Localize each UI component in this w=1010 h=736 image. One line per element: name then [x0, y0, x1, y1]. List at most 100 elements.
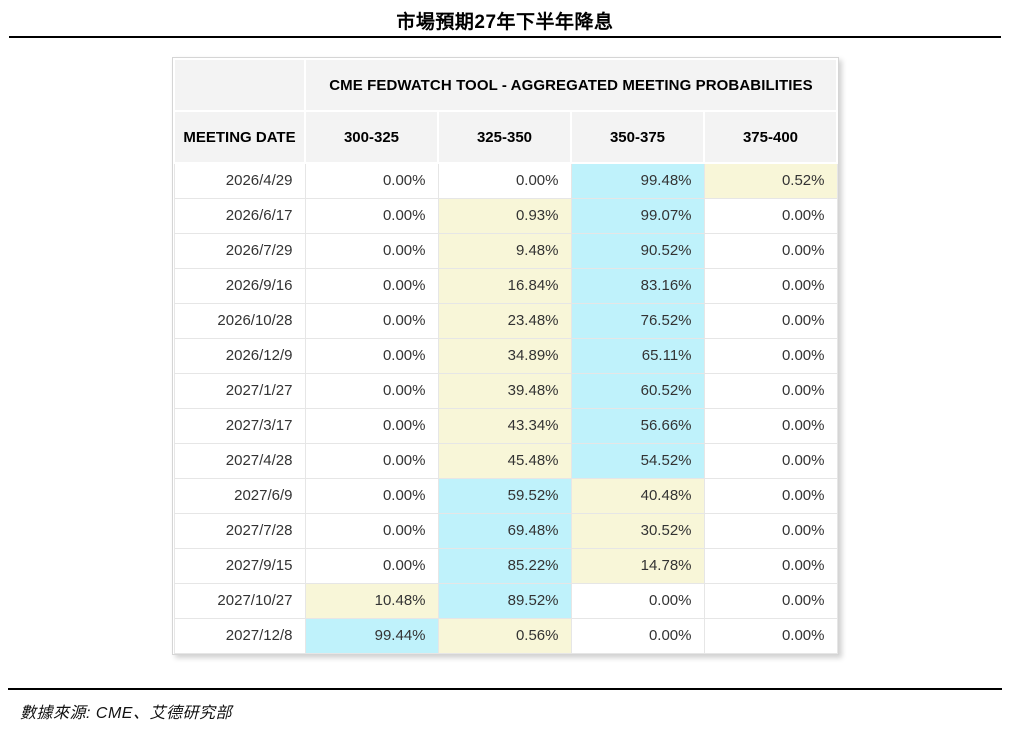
data-table: CME FEDWATCH TOOL - AGGREGATED MEETING P…: [173, 58, 838, 654]
meeting-date-cell: 2027/7/28: [173, 512, 306, 549]
column-header-350-375: 350-375: [570, 110, 705, 164]
table-row: 2027/1/27 0.00% 39.48% 60.52% 0.00%: [173, 372, 838, 409]
probability-cell: 34.89%: [437, 337, 572, 374]
probability-cell: 30.52%: [570, 512, 705, 549]
table-row: 2027/10/27 10.48% 89.52% 0.00% 0.00%: [173, 582, 838, 619]
table-row: 2027/12/8 99.44% 0.56% 0.00% 0.00%: [173, 617, 838, 654]
table-group-header: CME FEDWATCH TOOL - AGGREGATED MEETING P…: [304, 58, 838, 112]
column-header-375-400: 375-400: [703, 110, 838, 164]
probability-cell: 43.34%: [437, 407, 572, 444]
probability-cell: 0.00%: [304, 232, 439, 269]
table-row: 2026/12/9 0.00% 34.89% 65.11% 0.00%: [173, 337, 838, 374]
probability-cell: 0.93%: [437, 197, 572, 234]
probability-cell: 0.00%: [304, 547, 439, 584]
probability-cell: 0.00%: [703, 407, 838, 444]
meeting-date-cell: 2026/7/29: [173, 232, 306, 269]
meeting-date-cell: 2026/4/29: [173, 162, 306, 199]
probability-cell: 10.48%: [304, 582, 439, 619]
probability-cell: 65.11%: [570, 337, 705, 374]
probability-cell: 16.84%: [437, 267, 572, 304]
table-row: 2026/7/29 0.00% 9.48% 90.52% 0.00%: [173, 232, 838, 269]
meeting-date-cell: 2027/10/27: [173, 582, 306, 619]
probability-cell: 45.48%: [437, 442, 572, 479]
probability-cell: 40.48%: [570, 477, 705, 514]
probability-cell: 39.48%: [437, 372, 572, 409]
column-header-300-325: 300-325: [304, 110, 439, 164]
corner-cell: [173, 58, 306, 112]
probability-cell: 0.00%: [304, 267, 439, 304]
probability-cell: 0.00%: [304, 407, 439, 444]
footer-divider: [8, 688, 1002, 690]
fedwatch-probability-table: CME FEDWATCH TOOL - AGGREGATED MEETING P…: [172, 57, 839, 655]
probability-cell: 0.00%: [703, 267, 838, 304]
meeting-date-cell: 2026/9/16: [173, 267, 306, 304]
probability-cell: 0.00%: [703, 197, 838, 234]
meeting-date-cell: 2027/3/17: [173, 407, 306, 444]
probability-cell: 0.00%: [703, 372, 838, 409]
column-header-325-350: 325-350: [437, 110, 572, 164]
probability-cell: 0.00%: [703, 547, 838, 584]
meeting-date-cell: 2026/6/17: [173, 197, 306, 234]
table-body: 2026/4/29 0.00% 0.00% 99.48% 0.52% 2026/6/17 0…: [173, 162, 838, 654]
table-row: 2027/6/9 0.00% 59.52% 40.48% 0.00%: [173, 477, 838, 514]
probability-cell: 9.48%: [437, 232, 572, 269]
probability-cell: 83.16%: [570, 267, 705, 304]
probability-cell: 0.00%: [570, 617, 705, 654]
probability-cell: 90.52%: [570, 232, 705, 269]
probability-cell: 0.00%: [304, 162, 439, 199]
probability-cell: 54.52%: [570, 442, 705, 479]
table-group-header-row: CME FEDWATCH TOOL - AGGREGATED MEETING P…: [173, 58, 838, 112]
probability-cell: 99.07%: [570, 197, 705, 234]
column-header-meeting-date: MEETING DATE: [173, 110, 306, 164]
probability-cell: 0.00%: [437, 162, 572, 199]
probability-cell: 69.48%: [437, 512, 572, 549]
title-divider: [9, 36, 1001, 38]
probability-cell: 89.52%: [437, 582, 572, 619]
probability-cell: 0.00%: [304, 512, 439, 549]
probability-cell: 0.00%: [703, 232, 838, 269]
probability-cell: 14.78%: [570, 547, 705, 584]
probability-cell: 99.48%: [570, 162, 705, 199]
meeting-date-cell: 2027/1/27: [173, 372, 306, 409]
probability-cell: 56.66%: [570, 407, 705, 444]
meeting-date-cell: 2026/10/28: [173, 302, 306, 339]
table-row: 2026/6/17 0.00% 0.93% 99.07% 0.00%: [173, 197, 838, 234]
page-title: 市場預期27年下半年降息: [396, 12, 614, 33]
table-row: 2027/9/15 0.00% 85.22% 14.78% 0.00%: [173, 547, 838, 584]
probability-cell: 0.00%: [570, 582, 705, 619]
data-source-note: 數據來源: CME、艾德研究部: [20, 705, 232, 722]
table-row: 2027/4/28 0.00% 45.48% 54.52% 0.00%: [173, 442, 838, 479]
probability-cell: 59.52%: [437, 477, 572, 514]
probability-cell: 0.00%: [703, 337, 838, 374]
probability-cell: 0.00%: [304, 197, 439, 234]
table-row: 2026/10/28 0.00% 23.48% 76.52% 0.00%: [173, 302, 838, 339]
table-column-header-row: MEETING DATE 300-325 325-350 350-375 375…: [173, 110, 838, 164]
probability-cell: 0.00%: [703, 617, 838, 654]
probability-cell: 0.00%: [304, 477, 439, 514]
probability-cell: 0.00%: [304, 337, 439, 374]
meeting-date-cell: 2027/4/28: [173, 442, 306, 479]
meeting-date-cell: 2026/12/9: [173, 337, 306, 374]
probability-cell: 0.00%: [703, 302, 838, 339]
probability-cell: 0.00%: [703, 582, 838, 619]
probability-cell: 60.52%: [570, 372, 705, 409]
probability-cell: 0.00%: [703, 512, 838, 549]
probability-cell: 85.22%: [437, 547, 572, 584]
table-row: 2026/4/29 0.00% 0.00% 99.48% 0.52%: [173, 162, 838, 199]
meeting-date-cell: 2027/6/9: [173, 477, 306, 514]
probability-cell: 0.00%: [304, 442, 439, 479]
meeting-date-cell: 2027/9/15: [173, 547, 306, 584]
probability-cell: 0.00%: [304, 372, 439, 409]
probability-cell: 0.00%: [703, 477, 838, 514]
probability-cell: 76.52%: [570, 302, 705, 339]
table-row: 2027/7/28 0.00% 69.48% 30.52% 0.00%: [173, 512, 838, 549]
table-row: 2027/3/17 0.00% 43.34% 56.66% 0.00%: [173, 407, 838, 444]
probability-cell: 0.52%: [703, 162, 838, 199]
probability-cell: 99.44%: [304, 617, 439, 654]
probability-cell: 0.56%: [437, 617, 572, 654]
probability-cell: 0.00%: [703, 442, 838, 479]
probability-cell: 23.48%: [437, 302, 572, 339]
table-row: 2026/9/16 0.00% 16.84% 83.16% 0.00%: [173, 267, 838, 304]
meeting-date-cell: 2027/12/8: [173, 617, 306, 654]
